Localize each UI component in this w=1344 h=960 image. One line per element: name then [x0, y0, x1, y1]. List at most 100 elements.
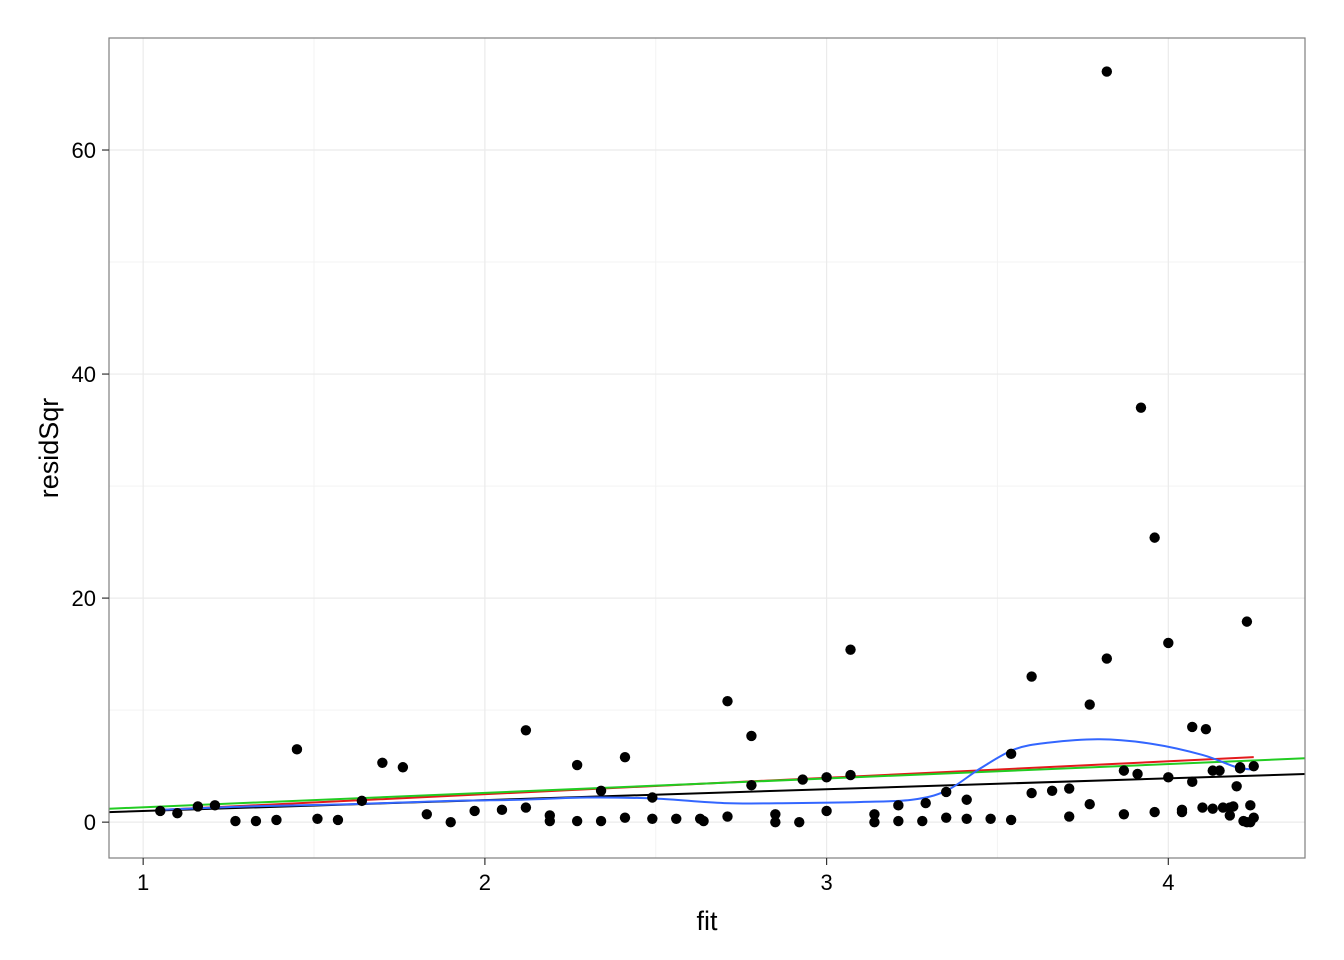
data-point — [155, 805, 166, 817]
data-point — [722, 811, 733, 822]
grid-major — [109, 38, 1305, 858]
y-tick-label: 20 — [72, 586, 96, 611]
data-point — [1248, 812, 1259, 823]
data-point — [893, 815, 904, 827]
data-point — [1026, 671, 1037, 682]
x-tick-label: 3 — [820, 870, 832, 895]
grid-minor — [109, 38, 1305, 858]
data-point — [920, 797, 931, 809]
x-tick-label: 2 — [479, 870, 491, 895]
data-point — [821, 772, 832, 783]
x-axis-title: fit — [696, 906, 718, 936]
data-point — [1046, 785, 1058, 796]
data-point — [571, 759, 583, 771]
data-point — [1200, 723, 1212, 735]
data-point — [1118, 809, 1130, 820]
data-point — [1214, 765, 1225, 776]
data-point — [356, 795, 368, 807]
data-point — [1228, 801, 1239, 812]
data-point — [520, 802, 532, 813]
data-point — [647, 813, 658, 824]
data-point — [1064, 783, 1075, 794]
data-point — [571, 815, 583, 827]
data-point — [250, 815, 262, 827]
data-point — [1135, 402, 1147, 413]
data-point — [1245, 800, 1256, 811]
fit-lines — [108, 738, 1306, 814]
data-point — [1005, 748, 1017, 760]
data-point — [445, 816, 456, 828]
data-point — [1101, 653, 1113, 664]
data-point — [421, 809, 432, 820]
data-point — [1224, 810, 1236, 821]
data-point — [1064, 811, 1075, 822]
panel-border — [108, 37, 1306, 859]
data-point — [1163, 772, 1174, 783]
data-point — [1197, 802, 1208, 813]
data-point — [192, 801, 204, 812]
data-point — [1026, 787, 1037, 799]
data-point — [230, 815, 241, 827]
y-axis: 0 20 40 60 — [72, 138, 109, 835]
data-point — [797, 774, 808, 785]
data-point — [1163, 637, 1174, 649]
data-point — [469, 805, 480, 817]
data-point — [209, 800, 221, 811]
data-point — [332, 814, 344, 826]
data-point — [595, 815, 607, 827]
y-tick-label: 60 — [72, 138, 96, 163]
data-point — [1149, 532, 1160, 543]
data-point — [312, 813, 323, 824]
data-point — [520, 725, 532, 736]
data-point — [794, 816, 805, 828]
data-point — [917, 815, 928, 827]
data-point — [647, 792, 658, 803]
data-point — [1084, 699, 1095, 710]
data-point — [377, 757, 388, 768]
data-point — [1248, 760, 1259, 772]
data-point — [698, 815, 709, 827]
data-point — [397, 762, 409, 773]
data-point — [1084, 799, 1095, 810]
data-point — [770, 816, 781, 828]
data-point — [1231, 781, 1242, 792]
data-point — [869, 809, 880, 820]
data-point — [1176, 804, 1188, 816]
data-point — [985, 813, 996, 824]
y-axis-title: residSqr — [34, 398, 64, 499]
data-point — [1187, 776, 1198, 788]
data-point — [291, 744, 303, 755]
green-fit-line — [108, 757, 1306, 810]
data-point — [172, 807, 183, 819]
data-point — [1101, 66, 1113, 77]
x-axis: 1 2 3 4 — [137, 858, 1174, 895]
data-point — [746, 730, 757, 742]
data-point — [1132, 768, 1143, 780]
data-point — [845, 644, 856, 655]
data-point — [1118, 765, 1130, 776]
data-point — [941, 812, 952, 823]
data-point — [595, 785, 607, 796]
data-point — [544, 810, 556, 821]
y-tick-label: 0 — [84, 810, 96, 835]
data-point — [671, 813, 682, 824]
data-point — [1234, 762, 1246, 773]
data-point — [941, 786, 952, 798]
data-point — [821, 805, 832, 817]
data-point — [746, 779, 757, 791]
data-point — [1241, 616, 1253, 627]
data-point — [619, 812, 631, 823]
data-point — [770, 809, 781, 820]
y-tick-label: 40 — [72, 362, 96, 387]
data-point — [1187, 721, 1198, 733]
data-point — [961, 794, 972, 805]
blue-smooth-curve — [160, 738, 1254, 811]
data-point — [1207, 803, 1218, 814]
data-point — [722, 695, 733, 707]
data-point — [271, 814, 282, 826]
data-point — [845, 769, 856, 781]
data-point — [1005, 814, 1017, 826]
x-tick-label: 4 — [1162, 870, 1174, 895]
data-point — [496, 804, 508, 816]
